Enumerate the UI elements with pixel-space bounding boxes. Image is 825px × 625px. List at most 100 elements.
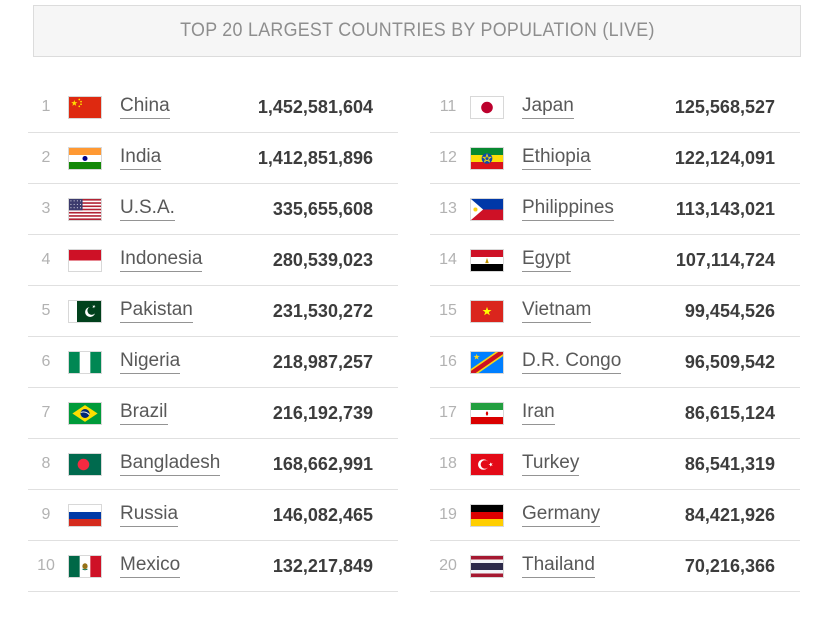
rank-label: 16 xyxy=(439,353,457,370)
population-value: 107,114,724 xyxy=(675,249,775,270)
rank-label: 9 xyxy=(41,506,51,523)
rank-label: 19 xyxy=(439,506,457,523)
population-value: 168,662,991 xyxy=(272,453,373,474)
iran-flag-icon xyxy=(470,401,504,425)
country-link[interactable]: Thailand xyxy=(522,554,595,578)
population-value: 146,082,465 xyxy=(272,504,373,525)
rank-label: 20 xyxy=(439,557,457,574)
dr-congo-flag-icon xyxy=(466,346,508,378)
bangladesh-flag-icon xyxy=(68,452,102,476)
table-row: 20 Thailand 70,216,366 xyxy=(430,541,800,592)
population-value: 122,124,091 xyxy=(674,147,775,168)
country-link[interactable]: Philippines xyxy=(522,197,614,221)
pakistan-flag-icon xyxy=(68,299,102,323)
rank-label: 12 xyxy=(439,149,457,166)
table-row: 3 U.S.A. 335,655,608 xyxy=(28,184,398,235)
table-row: 1 China 1,452,581,604 xyxy=(28,82,398,133)
country-link[interactable]: Egypt xyxy=(522,248,571,272)
rank-label: 13 xyxy=(439,200,457,217)
population-value: 132,217,849 xyxy=(272,555,373,576)
egypt-flag-icon xyxy=(470,248,504,272)
population-value: 86,615,124 xyxy=(684,402,775,423)
country-link[interactable]: Turkey xyxy=(522,452,580,476)
table-row: 7 Brazil 216,192,739 xyxy=(28,388,398,439)
table-column-left: 1 China 1,452,581,604 2 India 1,412,851,… xyxy=(28,82,398,592)
rank-label: 6 xyxy=(41,353,51,370)
table-row: 2 India 1,412,851,896 xyxy=(28,133,398,184)
population-value: 96,509,542 xyxy=(684,351,775,372)
population-value: 113,143,021 xyxy=(675,198,775,219)
rank-label: 11 xyxy=(439,98,457,115)
nigeria-flag-icon xyxy=(68,350,102,374)
table-row: 10 Mexico 132,217,849 xyxy=(28,541,398,592)
population-value: 280,539,023 xyxy=(272,249,373,270)
rank-label: 18 xyxy=(439,455,457,472)
table-row: 5 Pakistan 231,530,272 xyxy=(28,286,398,337)
country-link[interactable]: U.S.A. xyxy=(120,197,175,221)
table-row: 11 Japan 125,568,527 xyxy=(430,82,800,133)
mexico-flag-icon xyxy=(68,554,102,578)
population-value: 70,216,366 xyxy=(684,555,775,576)
india-flag-icon xyxy=(68,146,102,170)
vietnam-flag-icon xyxy=(470,299,504,323)
country-link[interactable]: Germany xyxy=(522,503,601,527)
table-title-bar: TOP 20 LARGEST COUNTRIES BY POPULATION (… xyxy=(33,5,801,57)
page-title: TOP 20 LARGEST COUNTRIES BY POPULATION (… xyxy=(179,20,655,41)
rank-label: 2 xyxy=(41,149,51,166)
country-link[interactable]: Vietnam xyxy=(522,299,592,323)
usa-flag-icon xyxy=(68,197,102,221)
rank-label: 17 xyxy=(439,404,457,421)
table-row: 14 Egypt 107,114,724 xyxy=(430,235,800,286)
ethiopia-flag-icon xyxy=(470,146,504,170)
population-value: 335,655,608 xyxy=(272,198,373,219)
country-link[interactable]: Iran xyxy=(522,401,555,425)
table-row: 15 Vietnam 99,454,526 xyxy=(430,286,800,337)
rank-label: 3 xyxy=(41,200,51,217)
table-row: 17 Iran 86,615,124 xyxy=(430,388,800,439)
country-link[interactable]: Pakistan xyxy=(120,299,193,323)
population-value: 84,421,926 xyxy=(684,504,775,525)
population-value: 86,541,319 xyxy=(684,453,775,474)
country-link[interactable]: India xyxy=(120,146,162,170)
population-value: 231,530,272 xyxy=(272,300,373,321)
table-row: 4 Indonesia 280,539,023 xyxy=(28,235,398,286)
turkey-flag-icon xyxy=(470,452,504,476)
population-value: 1,412,851,896 xyxy=(257,147,373,168)
table-row: 13 Philippines 113,143,021 xyxy=(430,184,800,235)
country-link[interactable]: Brazil xyxy=(120,401,168,425)
country-link[interactable]: Russia xyxy=(120,503,179,527)
population-table: 1 China 1,452,581,604 2 India 1,412,851,… xyxy=(28,82,825,592)
population-value: 218,987,257 xyxy=(272,351,373,372)
table-row: 12 Ethiopia 122,124,091 xyxy=(430,133,800,184)
country-link[interactable]: Bangladesh xyxy=(120,452,221,476)
population-value: 216,192,739 xyxy=(272,402,373,423)
country-link[interactable]: Mexico xyxy=(120,554,181,578)
table-row: 6 Nigeria 218,987,257 xyxy=(28,337,398,388)
table-row: 9 Russia 146,082,465 xyxy=(28,490,398,541)
indonesia-flag-icon xyxy=(68,248,102,272)
country-link[interactable]: Nigeria xyxy=(120,350,181,374)
country-link[interactable]: China xyxy=(120,95,170,119)
japan-flag-icon xyxy=(470,95,504,119)
table-row: 16 D.R. Congo 96,509,542 xyxy=(430,337,800,388)
rank-label: 7 xyxy=(41,404,51,421)
population-value: 125,568,527 xyxy=(674,96,775,117)
country-link[interactable]: Indonesia xyxy=(120,248,203,272)
table-row: 8 Bangladesh 168,662,991 xyxy=(28,439,398,490)
population-value: 99,454,526 xyxy=(684,300,775,321)
rank-label: 15 xyxy=(439,302,457,319)
table-row: 19 Germany 84,421,926 xyxy=(430,490,800,541)
table-column-right: 11 Japan 125,568,527 12 Ethiopia 122,124… xyxy=(430,82,800,592)
population-value: 1,452,581,604 xyxy=(257,96,373,117)
rank-label: 8 xyxy=(41,455,51,472)
country-link[interactable]: Japan xyxy=(522,95,574,119)
rank-label: 5 xyxy=(41,302,51,319)
rank-label: 4 xyxy=(41,251,51,268)
rank-label: 10 xyxy=(37,557,55,574)
table-row: 18 Turkey 86,541,319 xyxy=(430,439,800,490)
country-link[interactable]: Ethiopia xyxy=(522,146,591,170)
china-flag-icon xyxy=(68,95,102,119)
germany-flag-icon xyxy=(470,503,504,527)
country-link[interactable]: D.R. Congo xyxy=(522,350,622,374)
rank-label: 1 xyxy=(41,98,51,115)
